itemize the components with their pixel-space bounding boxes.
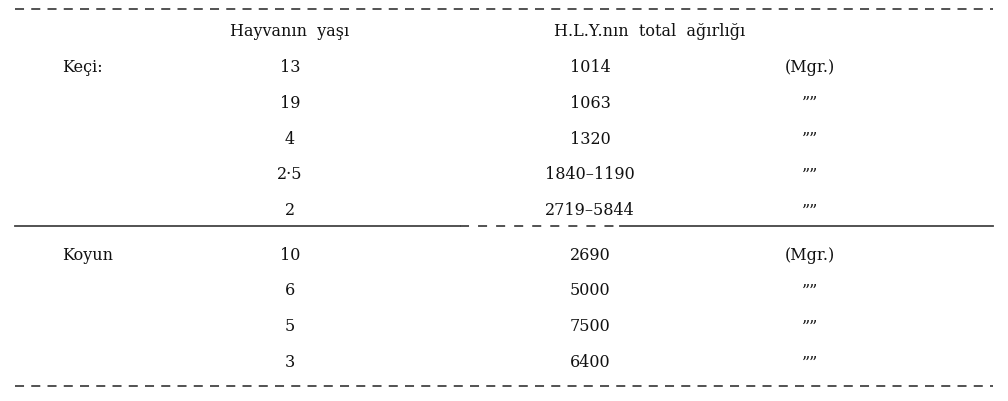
Text: (Mgr.): (Mgr.) bbox=[785, 59, 835, 75]
Text: ””: ”” bbox=[802, 130, 818, 147]
Text: 3: 3 bbox=[285, 354, 295, 371]
Text: ””: ”” bbox=[802, 94, 818, 111]
Text: ””: ”” bbox=[802, 318, 818, 335]
Text: Koyun: Koyun bbox=[62, 246, 113, 263]
Text: 1014: 1014 bbox=[570, 59, 611, 75]
Text: ””: ”” bbox=[802, 282, 818, 299]
Text: 7500: 7500 bbox=[570, 318, 611, 335]
Text: 5: 5 bbox=[285, 318, 295, 335]
Text: 6400: 6400 bbox=[570, 354, 610, 371]
Text: 19: 19 bbox=[280, 94, 300, 111]
Text: Keçi:: Keçi: bbox=[62, 59, 103, 75]
Text: (Mgr.): (Mgr.) bbox=[785, 246, 835, 263]
Text: H.L.Y.nın  total  ağırlığı: H.L.Y.nın total ağırlığı bbox=[554, 23, 746, 41]
Text: 4: 4 bbox=[285, 130, 295, 147]
Text: 2719–5844: 2719–5844 bbox=[545, 202, 635, 219]
Text: 1063: 1063 bbox=[570, 94, 611, 111]
Text: ””: ”” bbox=[802, 166, 818, 183]
Text: 1840–1190: 1840–1190 bbox=[545, 166, 635, 183]
Text: 6: 6 bbox=[285, 282, 295, 299]
Text: ””: ”” bbox=[802, 354, 818, 371]
Text: 2·5: 2·5 bbox=[277, 166, 302, 183]
Text: 5000: 5000 bbox=[570, 282, 610, 299]
Text: 1320: 1320 bbox=[570, 130, 611, 147]
Text: 13: 13 bbox=[280, 59, 300, 75]
Text: 2: 2 bbox=[285, 202, 295, 219]
Text: ””: ”” bbox=[802, 202, 818, 219]
Text: 2690: 2690 bbox=[570, 246, 611, 263]
Text: Hayvanın  yaşı: Hayvanın yaşı bbox=[231, 23, 350, 41]
Text: 10: 10 bbox=[280, 246, 300, 263]
